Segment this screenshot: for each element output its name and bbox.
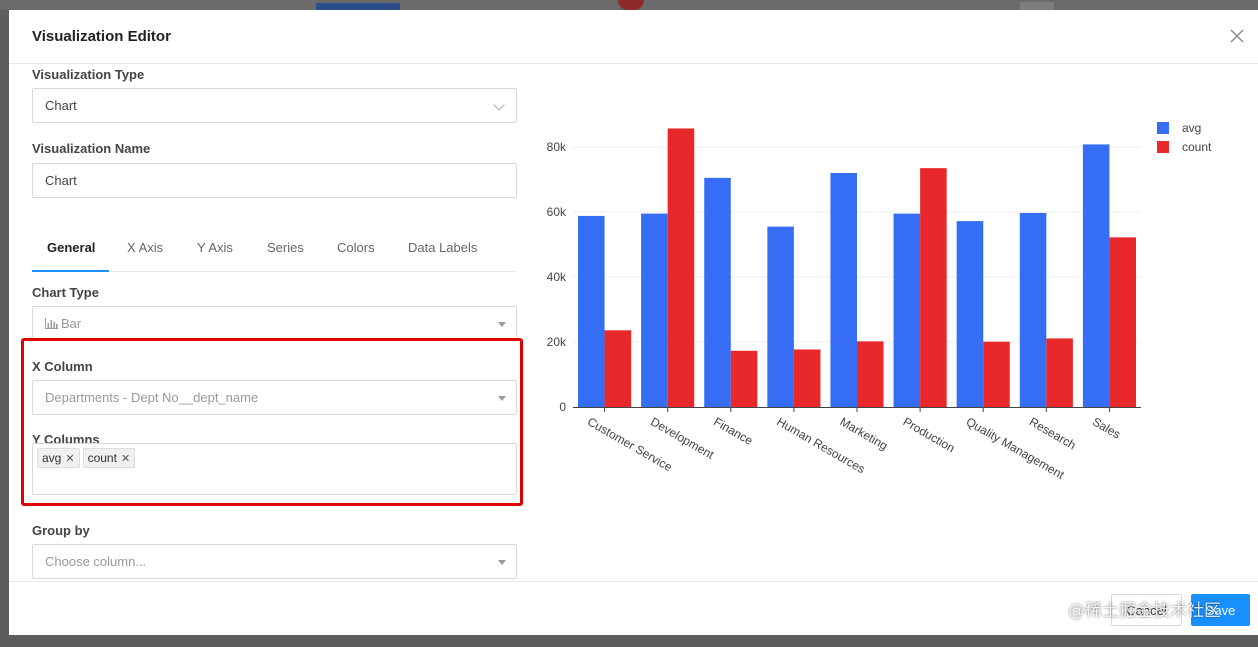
modal-header: Visualization Editor xyxy=(9,10,1258,64)
tab-series[interactable]: Series xyxy=(267,240,304,255)
viz-name-input[interactable]: Chart xyxy=(32,163,517,198)
tab-general[interactable]: General xyxy=(47,240,96,255)
tag-label: avg xyxy=(42,451,62,465)
bar-avg xyxy=(704,177,731,407)
x-tick-label: Research xyxy=(1027,414,1078,452)
bar-count xyxy=(983,341,1010,407)
bar-avg xyxy=(641,213,668,407)
annotation-highlight-box xyxy=(21,338,523,506)
y-column-tag: avg ✕ xyxy=(37,448,80,468)
legend-label: count xyxy=(1182,140,1212,154)
bar-avg xyxy=(830,173,857,407)
chart-type-value: Bar xyxy=(61,316,82,331)
x-column-label: X Column xyxy=(32,359,93,374)
y-tick-label: 40k xyxy=(547,270,567,284)
legend-label: avg xyxy=(1182,121,1201,135)
x-tick-label: Marketing xyxy=(838,414,891,452)
editor-form: Visualization Type Chart Visualization N… xyxy=(32,64,517,580)
chart-type-label: Chart Type xyxy=(32,285,99,300)
bar-chart: 0 20k 40k 60k 80k Customer ServiceDevelopmen… xyxy=(547,121,1212,482)
bar-count xyxy=(1109,237,1136,407)
visualization-editor-modal: Visualization Editor Visualization Type … xyxy=(9,10,1258,635)
settings-tabs: General X Axis Y Axis Series Colors Data… xyxy=(32,227,517,272)
cancel-button[interactable]: Cancel xyxy=(1111,594,1182,626)
caret-down-icon xyxy=(498,322,506,327)
watermark-text: @稀土掘金技术社区 xyxy=(1068,601,1221,621)
bar-count xyxy=(667,128,695,407)
save-button[interactable]: Save xyxy=(1191,594,1250,626)
legend-swatch xyxy=(1157,141,1169,153)
x-tick-label: Sales xyxy=(1090,414,1123,441)
chart-type-select[interactable]: Bar xyxy=(32,306,517,341)
modal-title: Visualization Editor xyxy=(32,28,171,45)
chart-legend: avg count xyxy=(1157,121,1212,154)
tag-label: count xyxy=(87,451,117,465)
x-tick-label: Production xyxy=(901,414,958,455)
x-column-value: Departments - Dept No__dept_name xyxy=(45,390,259,405)
tab-y-axis[interactable]: Y Axis xyxy=(197,240,233,255)
bar-count xyxy=(730,350,758,407)
remove-tag-icon[interactable]: ✕ xyxy=(120,453,131,465)
bar-chart-icon xyxy=(45,318,58,329)
bar-avg xyxy=(893,213,921,407)
background-page-element xyxy=(316,3,400,10)
y-columns-multiselect[interactable]: avg ✕ count ✕ xyxy=(32,443,517,495)
bar-avg xyxy=(956,221,984,407)
y-tick-label: 80k xyxy=(547,140,567,154)
viz-name-label: Visualization Name xyxy=(32,141,151,156)
bar-avg xyxy=(1019,212,1047,407)
tab-colors[interactable]: Colors xyxy=(337,240,375,255)
viz-type-select[interactable]: Chart xyxy=(32,88,517,123)
y-column-tag: count ✕ xyxy=(82,448,136,468)
bar-avg xyxy=(578,215,605,407)
viz-type-value: Chart xyxy=(45,98,77,113)
chart-bars xyxy=(578,128,1136,407)
tab-data-labels[interactable]: Data Labels xyxy=(408,240,478,255)
group-by-select[interactable]: Choose column... xyxy=(32,544,517,579)
bar-count xyxy=(1046,338,1073,407)
modal-footer: Cancel Save xyxy=(9,581,1258,635)
close-icon[interactable] xyxy=(1227,26,1247,46)
background-page-element xyxy=(1020,2,1054,10)
bar-avg xyxy=(1082,144,1110,407)
y-axis-ticks: 0 20k 40k 60k 80k xyxy=(547,140,567,414)
active-tab-indicator xyxy=(32,270,109,272)
group-by-placeholder: Choose column... xyxy=(45,554,147,569)
caret-down-icon xyxy=(498,560,506,565)
bar-count xyxy=(604,330,632,407)
bar-count xyxy=(857,341,884,407)
viz-type-label: Visualization Type xyxy=(32,67,145,82)
bar-count xyxy=(920,168,947,407)
legend-swatch xyxy=(1157,122,1169,134)
remove-tag-icon[interactable]: ✕ xyxy=(65,453,75,465)
y-tick-label: 20k xyxy=(547,335,567,349)
bar-count xyxy=(793,349,821,407)
tab-x-axis[interactable]: X Axis xyxy=(127,240,164,255)
x-column-select[interactable]: Departments - Dept No__dept_name xyxy=(32,380,517,415)
background-page-element xyxy=(618,0,644,10)
bar-avg xyxy=(767,226,794,407)
y-tick-label: 0 xyxy=(559,400,566,414)
group-by-label: Group by xyxy=(32,523,90,538)
x-tick-label: Finance xyxy=(711,414,755,448)
viz-name-value: Chart xyxy=(45,173,77,188)
caret-down-icon xyxy=(498,396,506,401)
y-tick-label: 60k xyxy=(547,205,567,219)
